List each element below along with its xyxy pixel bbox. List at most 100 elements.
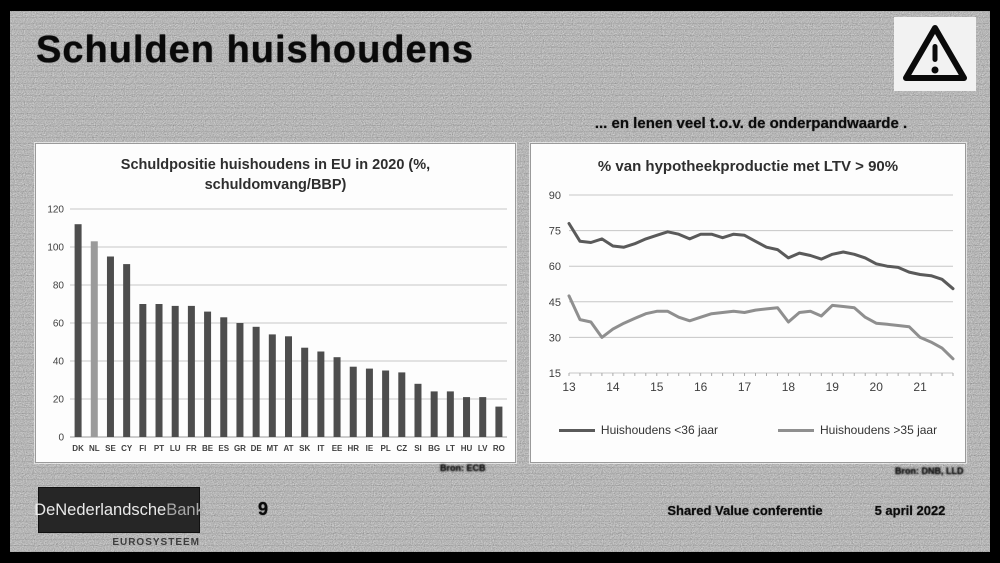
- x-tick-label-SE: SE: [105, 444, 116, 453]
- dnb-logo-subtext: EUROSYSTEEM: [112, 537, 200, 548]
- x-tick-label-SK: SK: [299, 444, 310, 453]
- x-tick-label-18: 18: [782, 380, 796, 394]
- y-tick-label: 0: [58, 433, 64, 444]
- x-tick-label-DK: DK: [72, 444, 84, 453]
- bar-HU: [463, 397, 471, 438]
- bar-DK: [74, 224, 82, 438]
- bar-BE: [204, 311, 212, 438]
- y-tick-label: 60: [549, 261, 561, 273]
- y-tick-label: 20: [53, 395, 65, 406]
- x-tick-label-FR: FR: [186, 444, 197, 453]
- bar-FI: [139, 304, 147, 438]
- x-tick-label-15: 15: [650, 380, 664, 394]
- bar-LT: [446, 391, 454, 438]
- x-tick-label-LU: LU: [170, 444, 181, 453]
- bar-BG: [430, 391, 438, 438]
- dnb-logo-accent: Bank: [166, 500, 204, 519]
- y-tick-label: 15: [549, 368, 561, 380]
- legend-item-lt36: Huishoudens <36 jaar: [558, 423, 718, 437]
- dnb-logo: DeNederlandscheBank: [34, 487, 204, 533]
- y-tick-label: 30: [549, 332, 561, 344]
- line-chart-legend: Huishoudens <36 jaar Huishoudens >35 jaa…: [531, 423, 965, 437]
- bar-chart-title: Schuldpositie huishoudens in EU in 2020 …: [120, 157, 431, 193]
- bar-chart-panel: Schuldpositie huishoudens in EU in 2020 …: [35, 143, 516, 463]
- x-tick-label-LT: LT: [446, 444, 455, 453]
- source-note-right: Bron: DNB, LLD: [895, 466, 964, 476]
- y-tick-label: 90: [549, 190, 561, 202]
- bar-chart-plot: 0 20 40 60 80 100 120 DK NL SE CY FI PT LU FR BE ES GR DE M…: [47, 205, 507, 453]
- x-tick-label-20: 20: [870, 380, 884, 394]
- bar-SK: [301, 347, 309, 438]
- x-tick-label-16: 16: [694, 380, 708, 394]
- bar-IT: [317, 351, 325, 438]
- x-tick-label-BG: BG: [428, 444, 440, 453]
- warning-panel: [894, 17, 976, 91]
- bar-HR: [349, 366, 357, 438]
- legend-item-gt35: Huishoudens >35 jaar: [778, 423, 937, 437]
- legend-line-swatch-light: [778, 428, 814, 432]
- footer-date: 5 april 2022: [874, 503, 946, 518]
- legend-label-gt35: Huishoudens >35 jaar: [820, 423, 938, 437]
- x-tick-label-17: 17: [738, 380, 752, 394]
- y-tick-label: 75: [549, 226, 561, 238]
- line-chart-plot: 15 30 45 60 75 90 13 14 15 16 17 18 19 20 21: [549, 190, 955, 394]
- legend-line-swatch-dark: [558, 428, 595, 432]
- slide-canvas: Schulden huishoudens ... en lenen veel t…: [10, 11, 990, 552]
- x-tick-label-ES: ES: [218, 444, 229, 453]
- x-tick-label-13: 13: [562, 380, 576, 394]
- page-number: 9: [258, 499, 269, 519]
- x-tick-label-PT: PT: [154, 444, 164, 453]
- x-tick-label-DE: DE: [251, 444, 263, 453]
- x-tick-label-GR: GR: [234, 444, 246, 453]
- x-tick-label-MT: MT: [267, 444, 279, 453]
- y-tick-label: 40: [53, 357, 65, 368]
- x-tick-label-HR: HR: [347, 444, 359, 453]
- bar-NL: [90, 241, 98, 438]
- x-tick-label-PL: PL: [380, 444, 390, 453]
- x-tick-label-14: 14: [606, 380, 620, 394]
- x-tick-label-CY: CY: [121, 444, 133, 453]
- x-tick-label-FI: FI: [139, 444, 146, 453]
- bar-GR: [236, 323, 244, 438]
- x-tick-label-BE: BE: [202, 444, 214, 453]
- bar-RO: [495, 406, 503, 438]
- x-tick-label-SI: SI: [414, 444, 422, 453]
- x-tick-label-EE: EE: [332, 444, 343, 453]
- bar-EE: [333, 357, 341, 438]
- bar-LU: [171, 306, 179, 438]
- dnb-logo-text: DeNederlandscheBank: [34, 501, 204, 520]
- x-tick-label-LV: LV: [478, 444, 488, 453]
- bar-DE: [252, 326, 260, 438]
- bar-CY: [123, 264, 131, 438]
- bar-SE: [106, 256, 114, 438]
- line-series-gt35: [567, 294, 955, 361]
- bar-SI: [414, 383, 422, 438]
- line-chart-title: % van hypotheekproductie met LTV > 90%: [597, 158, 899, 175]
- line-chart-panel: % van hypotheekproductie met LTV > 90% 1…: [530, 143, 966, 463]
- legend-label-lt36: Huishoudens <36 jaar: [600, 423, 718, 437]
- y-tick-label: 60: [53, 319, 65, 330]
- x-tick-label-NL: NL: [89, 444, 100, 453]
- x-tick-label-CZ: CZ: [396, 444, 407, 453]
- x-tick-label-19: 19: [826, 380, 840, 394]
- footer-event-name: Shared Value conferentie: [667, 503, 823, 518]
- x-tick-label-RO: RO: [493, 444, 505, 453]
- bar-LV: [479, 397, 487, 438]
- bar-MT: [268, 334, 276, 438]
- bar-CZ: [398, 372, 406, 438]
- bar-AT: [285, 336, 292, 438]
- x-tick-label-IE: IE: [366, 444, 374, 453]
- bar-PL: [382, 370, 390, 438]
- x-tick-label-HU: HU: [461, 444, 473, 453]
- dnb-logo-main: DeNederlandsche: [34, 500, 167, 519]
- source-note-left: Bron: ECB: [440, 463, 486, 473]
- bar-FR: [187, 306, 195, 438]
- bar-IE: [365, 368, 373, 438]
- bar-PT: [155, 304, 163, 438]
- y-tick-label: 80: [53, 281, 65, 292]
- line-series-lt36: [567, 222, 955, 291]
- x-tick-label-AT: AT: [283, 444, 293, 453]
- page-title: Schulden huishoudens: [36, 29, 475, 71]
- y-tick-label: 120: [47, 205, 64, 216]
- warning-triangle-icon: [903, 25, 967, 81]
